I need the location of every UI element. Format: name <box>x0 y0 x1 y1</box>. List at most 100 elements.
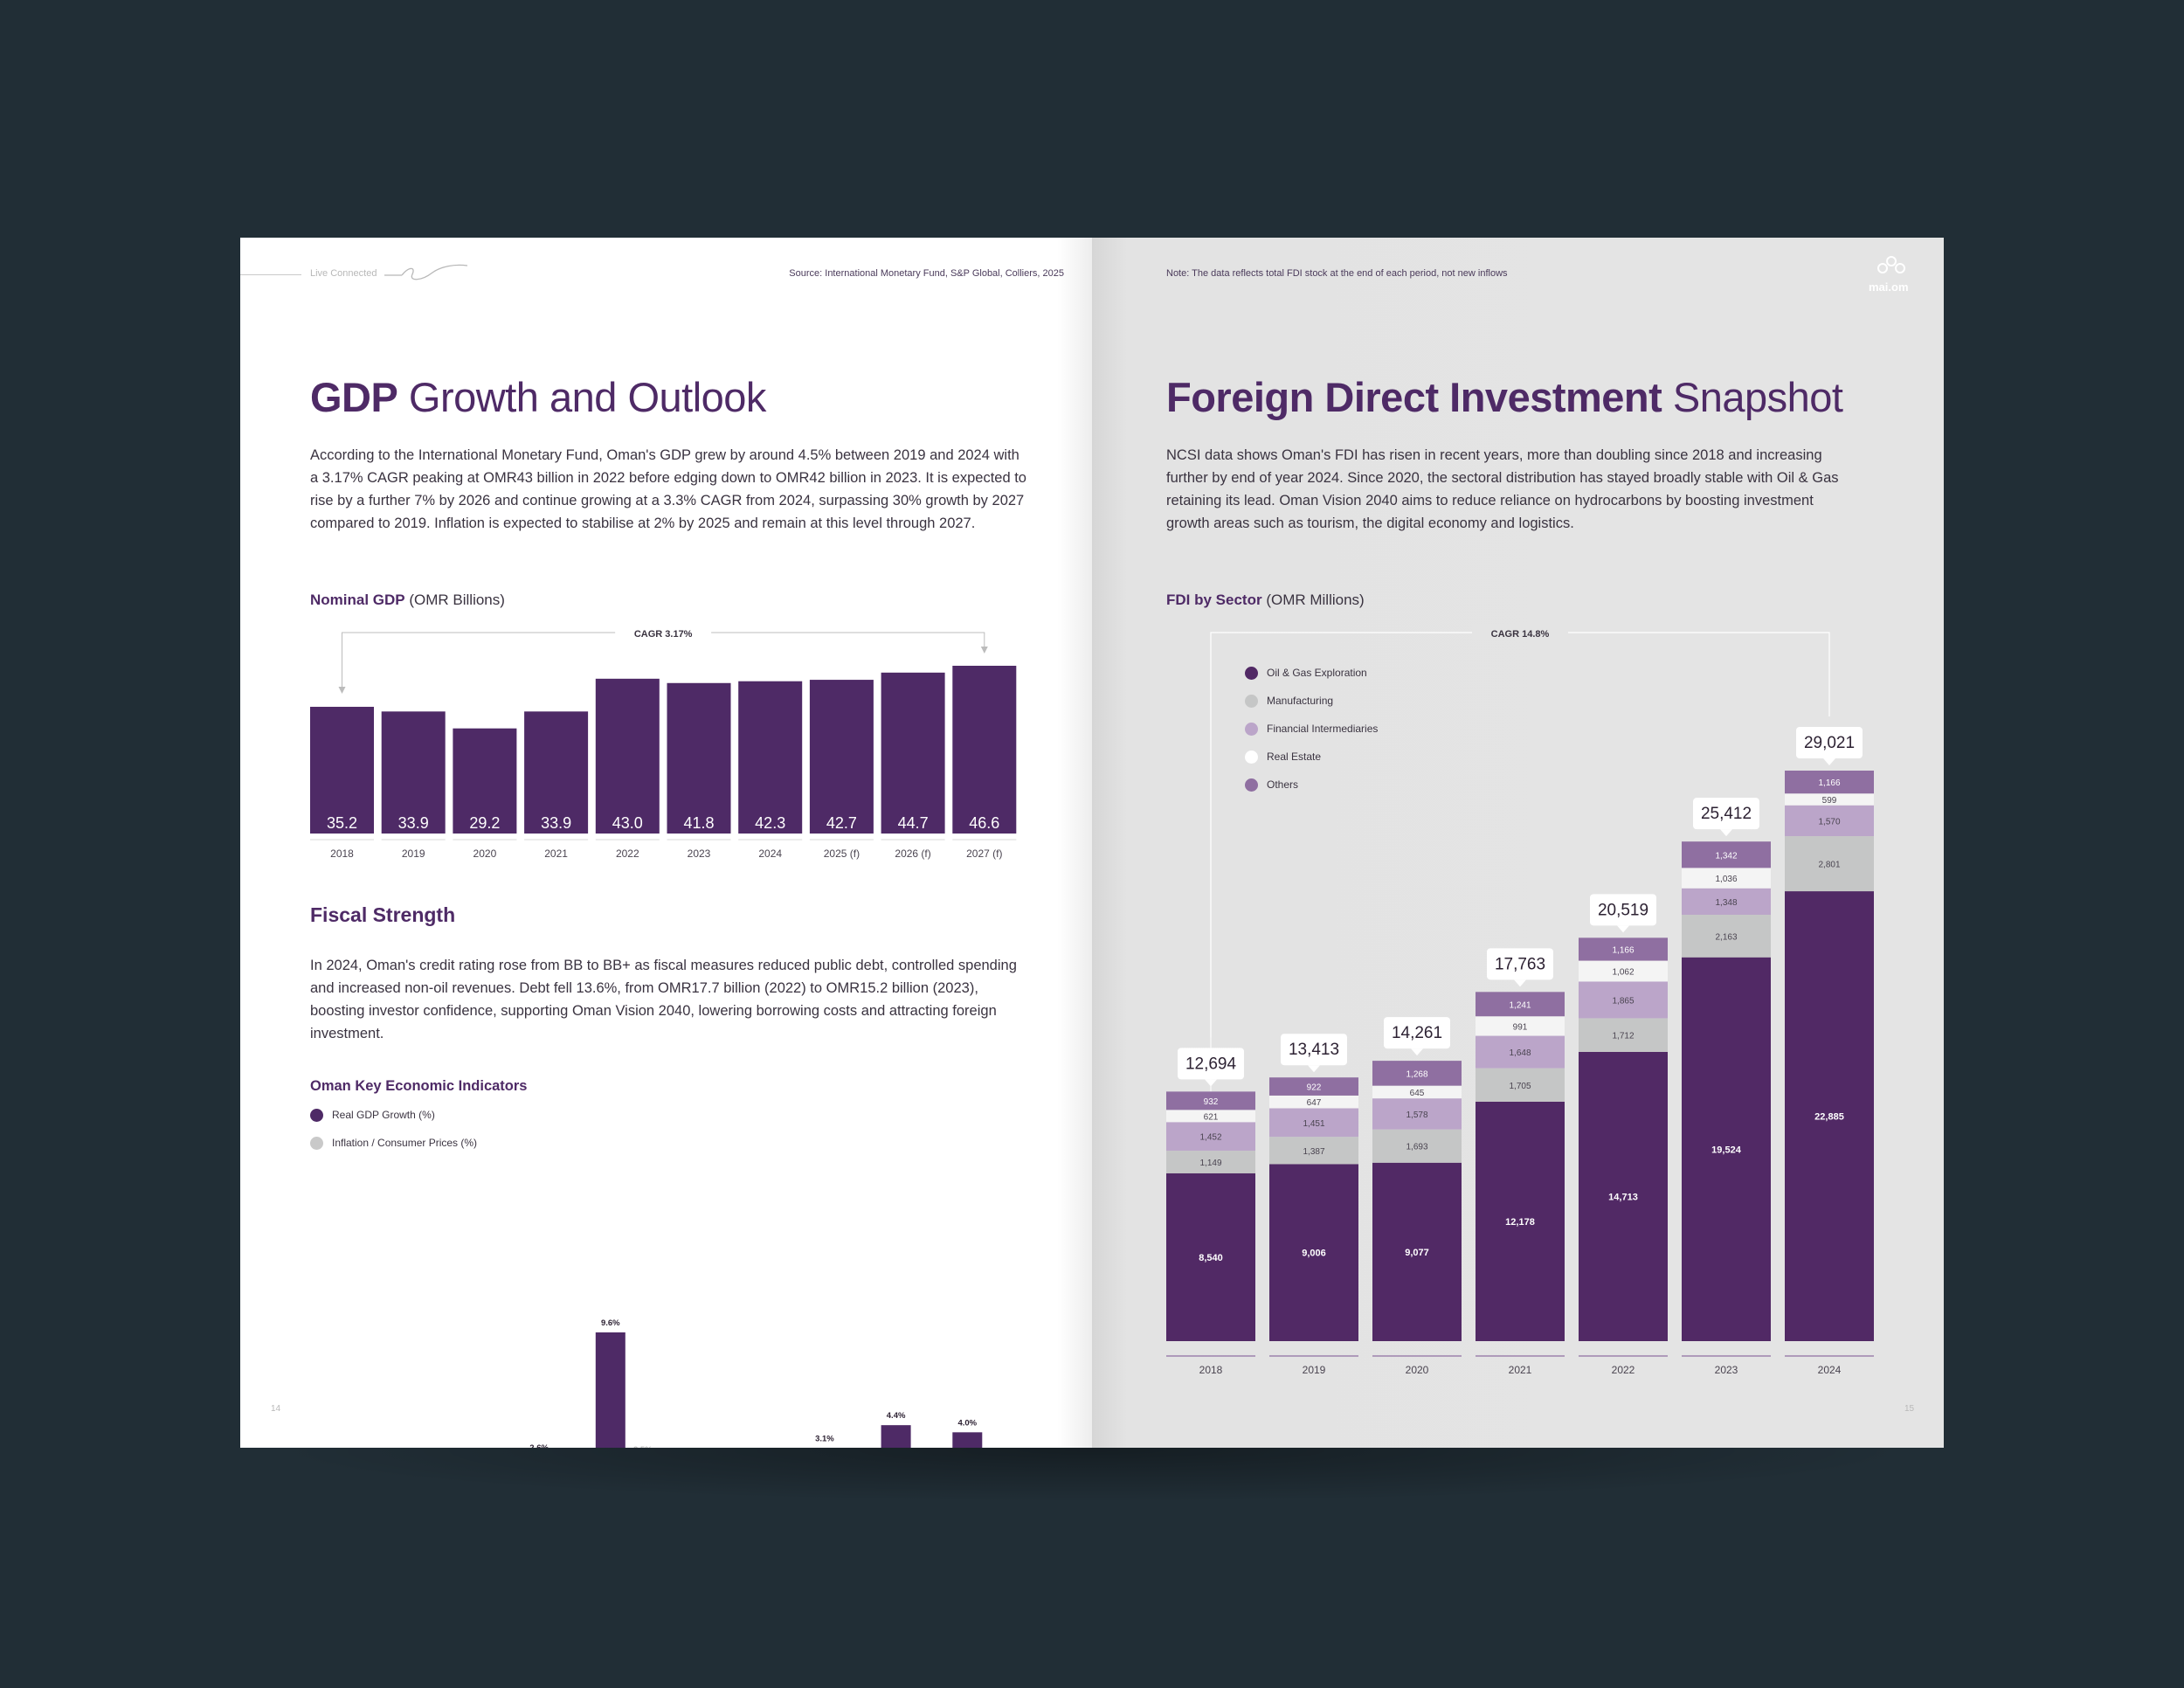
fdi-segment-2-2024 <box>1785 805 1874 837</box>
fdi-segment-label: 599 <box>1822 796 1837 806</box>
fdi-segment-label: 645 <box>1410 1089 1425 1098</box>
fdi-segment-label: 647 <box>1307 1098 1322 1108</box>
fdi-segment-label: 1,268 <box>1406 1069 1427 1079</box>
fdi-segment-label: 1,693 <box>1406 1143 1427 1152</box>
gdp-category-label: 2020 <box>473 847 497 860</box>
fdi-total-label: 20,519 <box>1598 901 1648 919</box>
gdp-chart-label-rest: (OMR Billions) <box>404 591 505 608</box>
page-number-right: 15 <box>1904 1404 1915 1414</box>
gdp-bar-2021 <box>524 711 589 834</box>
gdp-value-label: 42.3 <box>755 814 785 832</box>
fdi-category-label: 2023 <box>1715 1364 1738 1376</box>
gdp-category-label: 2019 <box>402 847 425 860</box>
fdi-chart-label-rest: (OMR Millions) <box>1261 591 1365 608</box>
fdi-segment-label: 1,166 <box>1818 778 1840 788</box>
legend-label: Real Estate <box>1267 751 1322 763</box>
gdp-value-label: 33.9 <box>398 814 429 832</box>
fdi-legend: Oil & Gas Exploration Manufacturing Financ… <box>1245 659 1378 799</box>
gdp-bar-2024 <box>738 681 803 834</box>
fdi-segment-3-2020 <box>1372 1085 1462 1099</box>
fdi-segment-label: 22,885 <box>1814 1112 1844 1123</box>
fdi-category-label: 2019 <box>1303 1364 1326 1376</box>
fdi-segment-2-2020 <box>1372 1098 1462 1130</box>
fdi-segment-label: 1,705 <box>1509 1082 1531 1091</box>
fdi-segment-label: 1,342 <box>1715 851 1737 861</box>
fdi-segment-label: 991 <box>1513 1022 1528 1032</box>
fdi-chart-label-bold: FDI by Sector <box>1166 591 1262 608</box>
fdi-total-pointer <box>1308 1065 1320 1073</box>
fdi-segment-label: 1,648 <box>1509 1048 1531 1058</box>
fdi-total-label: 17,763 <box>1495 955 1545 973</box>
fdi-segment-1-2021 <box>1476 1068 1565 1102</box>
fdi-category-label: 2020 <box>1406 1364 1429 1376</box>
fdi-paragraph: NCSI data shows Oman's FDI has risen in … <box>1166 447 1839 531</box>
fdi-segment-label: 9,006 <box>1302 1249 1326 1259</box>
fdi-segment-0-2018 <box>1166 1173 1255 1341</box>
page-title-bold: GDP <box>310 374 398 420</box>
fdi-segment-label: 621 <box>1204 1112 1219 1122</box>
cagr-label-bg <box>615 625 712 640</box>
fdi-segment-3-2022 <box>1579 960 1668 982</box>
gdp-category-label: 2024 <box>758 847 782 860</box>
page-title: GDP Growth and Outlook <box>310 373 766 421</box>
legend-item-1: Inflation / Consumer Prices (%) <box>310 1129 477 1157</box>
gdp-value-label: 35.2 <box>327 814 357 832</box>
cagr-label: CAGR 3.17% <box>634 629 693 640</box>
fdi-legend-item-1: Manufacturing <box>1245 687 1378 715</box>
fdi-segment-label: 1,452 <box>1199 1133 1221 1143</box>
gdp-category-label: 2021 <box>544 847 568 860</box>
fdi-total-bubble <box>1796 727 1863 758</box>
legend-label: Others <box>1267 778 1299 791</box>
fdi-total-bubble <box>1281 1034 1347 1066</box>
page-title-fdi-bold: Foreign Direct Investment <box>1166 374 1662 420</box>
fdi-segment-label: 8,540 <box>1199 1253 1223 1263</box>
fdi-segment-label: 1,570 <box>1818 817 1840 827</box>
fdi-by-sector-chart: CAGR 14.8% 8,540 1,149 1,452 621 932 12,694 201… <box>1166 625 1874 1376</box>
gdp-bar-2022 <box>595 678 660 834</box>
fdi-category-label: 2018 <box>1199 1364 1223 1376</box>
fdi-segment-0-2020 <box>1372 1162 1462 1341</box>
gdp-bar-2027 (f) <box>952 666 1017 834</box>
fdi-segment-label: 12,178 <box>1505 1217 1535 1228</box>
fdi-segment-label: 2,163 <box>1715 932 1737 942</box>
fdi-total-label: 12,694 <box>1185 1055 1237 1073</box>
fdi-segment-label: 1,241 <box>1509 1000 1531 1010</box>
gdp-category-label: 2022 <box>616 847 639 860</box>
fdi-segment-1-2023 <box>1682 915 1771 958</box>
gdp-value-label: 33.9 <box>541 814 571 832</box>
header-rule <box>240 274 301 275</box>
fdi-category-label: 2024 <box>1818 1364 1842 1376</box>
fdi-segment-4-2019 <box>1269 1077 1358 1096</box>
legend-item-0: Real GDP Growth (%) <box>310 1101 477 1129</box>
fdi-segment-label: 932 <box>1204 1097 1219 1107</box>
left-page: Live Connected Source: International Mon… <box>240 238 1092 1448</box>
nominal-gdp-chart: CAGR 3.17% 35.2 2018 33.9 2019 29.2 2020 33.9 20… <box>310 625 1017 860</box>
legend-label: Financial Intermediaries <box>1267 723 1379 735</box>
fdi-legend-item-0: Oil & Gas Exploration <box>1245 659 1378 687</box>
fdi-segment-2-2023 <box>1682 888 1771 916</box>
gdp-growth-label: 4.0% <box>957 1418 977 1428</box>
fdi-total-pointer <box>1411 1048 1423 1056</box>
gdp-bar-2025 (f) <box>809 680 874 834</box>
fdi-total-bubble <box>1693 798 1759 830</box>
legend-dot <box>1245 778 1258 792</box>
brand-logo-text: mai.om <box>1869 280 1909 294</box>
fdi-segment-1-2022 <box>1579 1018 1668 1052</box>
gdp-growth-bar-2027 (f) <box>952 1432 983 1448</box>
page-title-rest: Growth and Outlook <box>397 374 767 420</box>
fdi-cagr-label: CAGR 14.8% <box>1491 629 1550 640</box>
fdi-segment-1-2020 <box>1372 1129 1462 1163</box>
gdp-value-label: 46.6 <box>969 814 999 832</box>
fdi-segment-label: 1,387 <box>1303 1147 1324 1157</box>
fdi-segment-4-2024 <box>1785 771 1874 794</box>
gdp-paragraph: According to the International Monetary … <box>310 447 1026 531</box>
legend-label: Oil & Gas Exploration <box>1267 667 1367 679</box>
gdp-value-label: 29.2 <box>469 814 500 832</box>
fdi-segment-3-2021 <box>1476 1016 1565 1036</box>
brand-logo-icon <box>1877 256 1905 273</box>
fdi-total-pointer <box>1617 925 1629 933</box>
fdi-segment-2-2018 <box>1166 1122 1255 1151</box>
fdi-cagr-label-bg <box>1472 625 1568 640</box>
inflation-label: 2.5% <box>633 1445 653 1448</box>
gdp-growth-label: 9.6% <box>601 1318 620 1328</box>
